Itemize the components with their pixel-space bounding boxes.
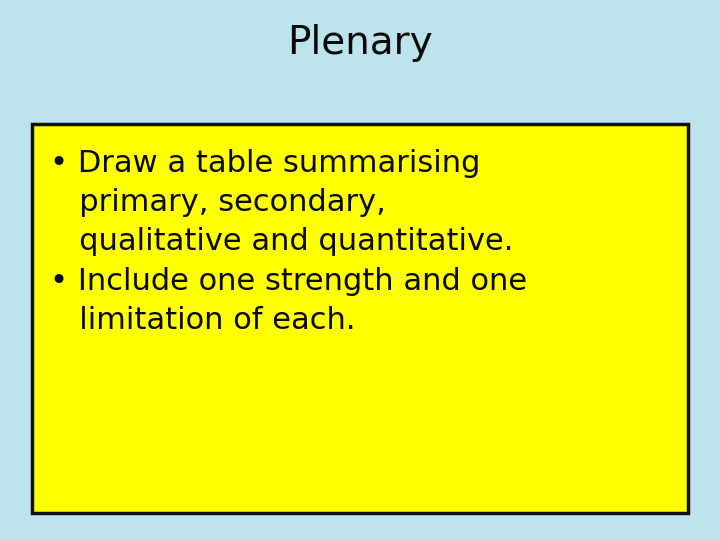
Text: • Draw a table summarising
   primary, secondary,
   qualitative and quantitativ: • Draw a table summarising primary, seco…: [50, 148, 528, 335]
Text: Plenary: Plenary: [287, 24, 433, 62]
FancyBboxPatch shape: [32, 124, 688, 513]
